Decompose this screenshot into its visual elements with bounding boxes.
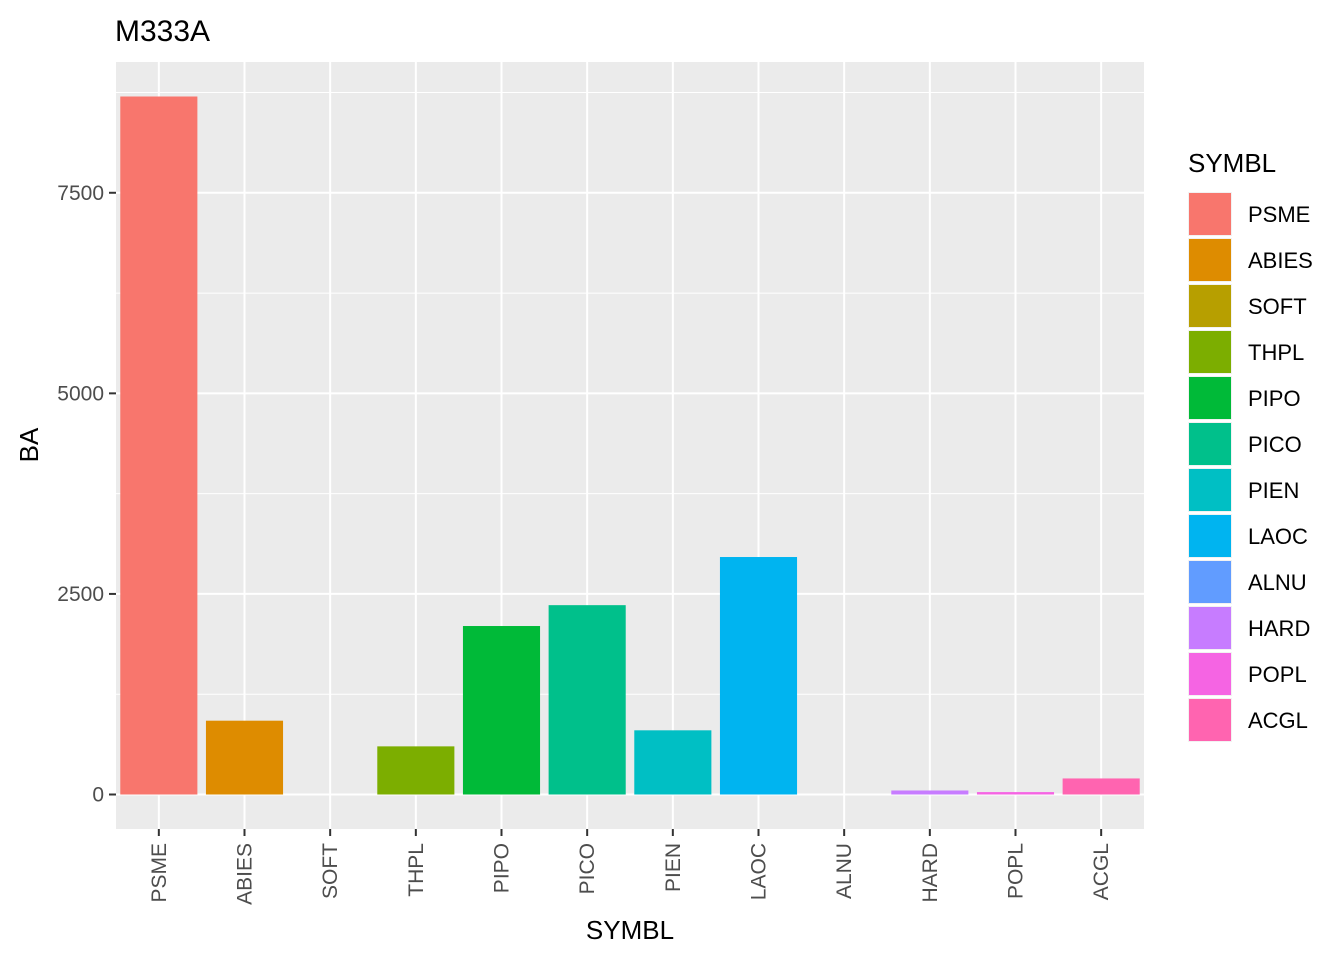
y-axis: 0 2500 5000 7500 xyxy=(57,182,116,807)
bar-pipo xyxy=(462,626,541,795)
x-tick-label: ACGL xyxy=(1090,843,1113,900)
legend-label: HARD xyxy=(1248,616,1310,641)
bar-thpl xyxy=(377,746,455,795)
x-tick-label: PIPO xyxy=(491,843,514,893)
x-tick-label: THPL xyxy=(405,843,428,897)
plot-panel xyxy=(116,62,1144,829)
legend-label: PIEN xyxy=(1248,478,1299,503)
legend-swatch xyxy=(1189,331,1231,373)
bar-pien xyxy=(634,730,712,795)
x-tick-label: SOFT xyxy=(319,843,342,899)
y-tick-label: 5000 xyxy=(57,382,104,405)
legend-title: SYMBL xyxy=(1188,148,1276,178)
bar-acgl xyxy=(1062,778,1140,795)
legend-label: SOFT xyxy=(1248,294,1307,319)
legend-label: ABIES xyxy=(1248,248,1313,273)
legend-swatch xyxy=(1189,377,1231,419)
x-axis-title: SYMBL xyxy=(586,915,674,945)
bar-laoc xyxy=(719,557,798,795)
legend-swatch xyxy=(1189,515,1231,557)
legend-swatch xyxy=(1189,285,1231,327)
y-tick-label: 0 xyxy=(92,784,104,807)
legend-label: PICO xyxy=(1248,432,1302,457)
legend-label: THPL xyxy=(1248,340,1304,365)
y-tick-label: 2500 xyxy=(57,583,104,606)
legend-swatch xyxy=(1189,423,1231,465)
x-tick-label: PSME xyxy=(148,843,171,903)
legend: SYMBL PSME ABIES SOFT THPL PIPO PICO PIEN LAOC A… xyxy=(1188,148,1313,742)
x-axis: PSME ABIES SOFT THPL PIPO PICO PIEN LAOC ALNU HAR… xyxy=(148,829,1113,905)
bar-pico xyxy=(548,605,626,795)
legend-label: PSME xyxy=(1248,202,1310,227)
x-tick-label: PICO xyxy=(576,843,599,894)
legend-swatch xyxy=(1189,469,1231,511)
legend-label: ALNU xyxy=(1248,570,1307,595)
legend-label: LAOC xyxy=(1248,524,1308,549)
x-tick-label: LAOC xyxy=(748,843,771,900)
legend-swatch xyxy=(1189,193,1231,235)
legend-swatch xyxy=(1189,607,1231,649)
x-tick-label: PIEN xyxy=(662,843,685,892)
y-tick-label: 7500 xyxy=(57,182,104,205)
bar-abies xyxy=(205,720,284,795)
legend-swatch xyxy=(1189,561,1231,603)
y-axis-title: BA xyxy=(14,427,44,462)
legend-swatch xyxy=(1189,653,1231,695)
bar-hard xyxy=(891,790,969,795)
x-tick-label: ABIES xyxy=(234,843,257,905)
chart-title: M333A xyxy=(115,15,210,48)
x-tick-label: ALNU xyxy=(833,843,856,899)
x-tick-label: HARD xyxy=(919,843,942,903)
legend-swatch xyxy=(1189,239,1231,281)
bar-psme xyxy=(120,96,198,795)
legend-swatch xyxy=(1189,699,1231,741)
x-tick-label: POPL xyxy=(1005,843,1028,899)
legend-label: PIPO xyxy=(1248,386,1301,411)
legend-label: POPL xyxy=(1248,662,1307,687)
bars xyxy=(120,96,1140,795)
legend-label: ACGL xyxy=(1248,708,1308,733)
bar-popl xyxy=(976,792,1055,795)
